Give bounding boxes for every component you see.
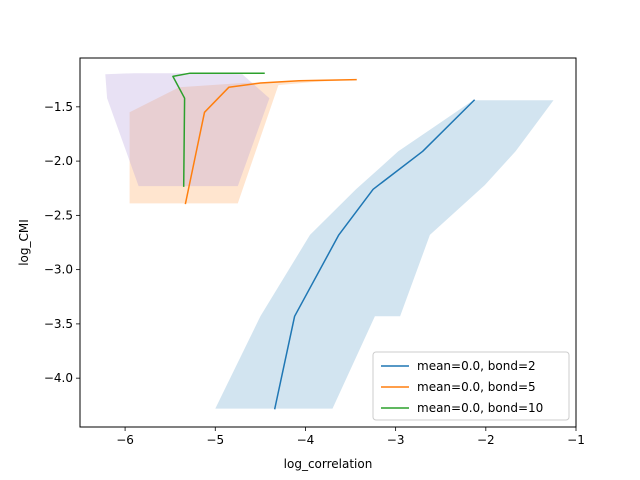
band-series-3 [105, 73, 270, 187]
x-tick-label: −1 [567, 433, 585, 447]
y-tick-label: −3.5 [44, 317, 73, 331]
line-series-1 [273, 99, 476, 410]
x-tick-label: −4 [297, 433, 315, 447]
y-tick-label: −2.5 [44, 208, 73, 222]
line-series-2 [184, 78, 357, 205]
confidence-bands [105, 73, 554, 409]
legend-label: mean=0.0, bond=2 [417, 359, 536, 373]
series-lines [172, 72, 476, 410]
x-axis-ticks: −6 −5 −4 −3 −2 −1 [116, 427, 585, 447]
band-series-2 [129, 79, 356, 204]
x-tick-label: −5 [206, 433, 224, 447]
x-tick-label: −3 [387, 433, 405, 447]
y-axis-label: log_CMI [17, 219, 31, 266]
legend-box [372, 351, 570, 421]
y-tick-label: −3.0 [44, 263, 73, 277]
line-series-3 [172, 72, 265, 187]
y-axis-ticks: −4.0 −3.5 −3.0 −2.5 −2.0 −1.5 [44, 100, 80, 385]
y-tick-label: −4.0 [44, 371, 73, 385]
band-series-1 [215, 100, 554, 409]
x-tick-label: −6 [116, 433, 134, 447]
legend-label: mean=0.0, bond=5 [417, 380, 536, 394]
x-axis-label: log_correlation [284, 457, 373, 471]
legend: mean=0.0, bond=2 mean=0.0, bond=5 mean=0.0… [372, 351, 570, 421]
y-tick-label: −2.0 [44, 154, 73, 168]
legend-label: mean=0.0, bond=10 [417, 401, 543, 415]
plot-frame [79, 57, 577, 428]
x-tick-label: −2 [477, 433, 495, 447]
y-tick-label: −1.5 [44, 100, 73, 114]
